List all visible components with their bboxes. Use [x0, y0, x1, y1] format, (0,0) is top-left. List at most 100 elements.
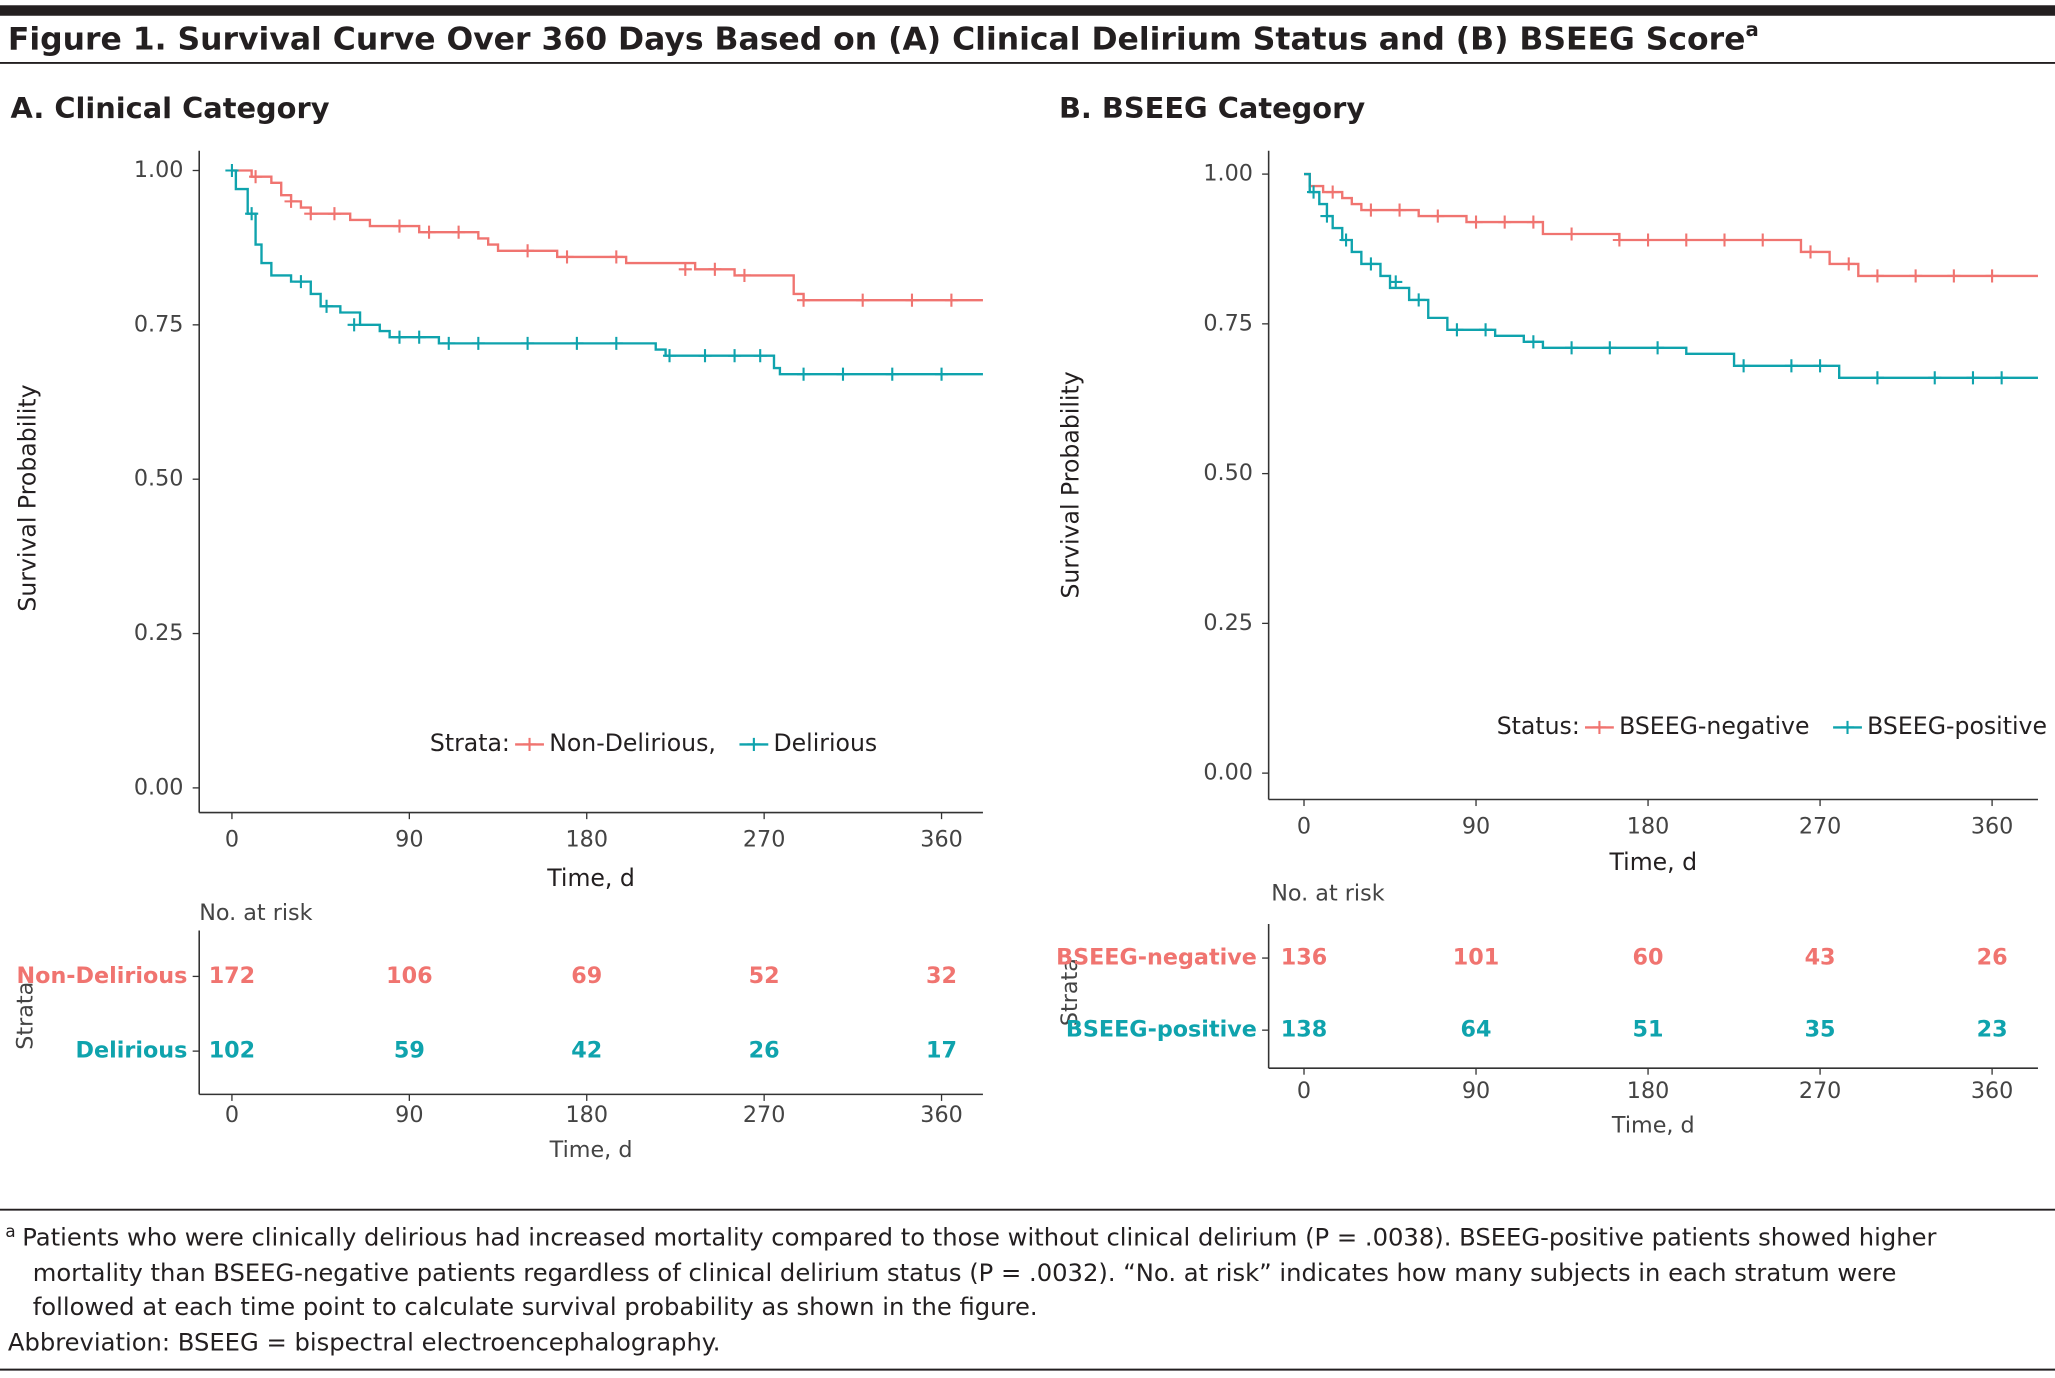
censor-mark — [319, 299, 334, 313]
risk-strata-label: Strata — [1057, 958, 1083, 1026]
risk-row-label: BSEEG-negative — [1056, 945, 1257, 971]
censor-mark — [1320, 209, 1334, 223]
y-tick-label: 0.00 — [1203, 760, 1253, 786]
legend-symbol — [1840, 720, 1855, 734]
censor-mark — [1717, 233, 1732, 247]
censor-mark — [856, 293, 870, 307]
risk-x-tick-label: 0 — [1297, 1078, 1311, 1104]
censor-mark — [1393, 203, 1407, 217]
title-text: Figure 1. Survival Curve Over 360 Days B… — [8, 22, 1746, 58]
top-bar — [0, 5, 2055, 16]
censor-mark — [797, 367, 811, 381]
censor-mark — [698, 349, 712, 363]
censor-mark — [1364, 203, 1378, 217]
legend-symbol — [747, 737, 761, 751]
risk-count: 51 — [1633, 1017, 1664, 1043]
legend-title: Status: — [1497, 712, 1580, 740]
censor-mark — [1326, 185, 1340, 199]
risk-x-axis-label: Time, d — [549, 1137, 633, 1163]
censor-mark — [1813, 359, 1827, 373]
risk-x-tick-label: 360 — [1971, 1078, 2014, 1104]
risk-x-axis-label: Time, d — [1611, 1112, 1695, 1138]
censor-mark — [1364, 257, 1378, 271]
risk-count: 42 — [571, 1038, 602, 1064]
censor-mark — [1307, 185, 1321, 199]
censor-mark — [1756, 233, 1770, 247]
censor-mark — [1909, 269, 1923, 283]
risk-x-tick-label: 270 — [1799, 1078, 1842, 1104]
y-tick-label: 1.00 — [1203, 161, 1253, 187]
censor-mark — [836, 367, 850, 381]
x-tick-label: 0 — [225, 827, 239, 853]
censor-mark — [1842, 257, 1856, 271]
censor-mark — [1565, 341, 1579, 355]
y-tick-label: 0.50 — [134, 466, 184, 492]
risk-row-label: Non-Delirious — [17, 963, 188, 989]
y-tick-label: 0.75 — [1203, 310, 1253, 336]
figure-title: Figure 1. Survival Curve Over 360 Days B… — [8, 18, 1759, 58]
legend-label: Delirious — [774, 729, 878, 757]
risk-count: 60 — [1633, 945, 1664, 971]
censor-mark — [1389, 275, 1403, 289]
censor-mark — [708, 262, 722, 276]
censor-mark — [753, 349, 767, 363]
risk-count: 26 — [1977, 945, 2008, 971]
legend-label: Non-Delirious, — [549, 729, 716, 757]
censor-mark — [678, 262, 692, 276]
censor-mark — [1431, 209, 1445, 223]
risk-count: 26 — [749, 1038, 780, 1064]
censor-mark — [294, 275, 308, 289]
x-tick-label: 360 — [1971, 814, 2014, 840]
x-tick-label: 90 — [395, 827, 423, 853]
y-tick-label: 0.25 — [1203, 610, 1253, 636]
risk-x-tick-label: 360 — [920, 1102, 963, 1128]
censor-mark — [1803, 245, 1818, 259]
risk-row-label: BSEEG-positive — [1066, 1017, 1257, 1043]
censor-mark — [1526, 215, 1540, 229]
y-tick-label: 1.00 — [134, 157, 184, 183]
censor-mark — [304, 207, 318, 221]
censor-mark — [1870, 371, 1884, 385]
legend-label: BSEEG-positive — [1867, 712, 2047, 740]
panel-title: B. BSEEG Category — [1059, 91, 1365, 125]
censor-mark — [1498, 215, 1512, 229]
censor-mark — [422, 225, 436, 239]
x-axis-label: Time, d — [546, 864, 635, 892]
risk-x-tick-label: 90 — [1462, 1078, 1490, 1104]
censor-mark — [327, 207, 341, 221]
x-axis-label: Time, d — [1608, 848, 1697, 876]
censor-mark — [662, 349, 677, 363]
risk-count: 52 — [749, 963, 780, 989]
censor-mark — [737, 268, 751, 283]
risk-count: 138 — [1281, 1017, 1327, 1043]
risk-count: 101 — [1453, 945, 1499, 971]
censor-mark — [471, 336, 485, 350]
x-tick-label: 180 — [565, 827, 608, 853]
y-tick-label: 0.75 — [134, 311, 184, 337]
censor-mark — [1412, 293, 1426, 307]
censor-mark — [521, 336, 535, 350]
censor-mark — [245, 207, 259, 221]
censor-mark — [284, 194, 298, 208]
legend-symbol — [522, 737, 537, 751]
risk-count: 35 — [1805, 1017, 1836, 1043]
censor-mark — [1603, 341, 1617, 355]
risk-strata-label: Strata — [13, 982, 39, 1050]
risk-count: 43 — [1805, 945, 1836, 971]
censor-mark — [1565, 227, 1579, 241]
censor-mark — [934, 367, 949, 381]
footnote-line: followed at each time point to calculate… — [33, 1292, 1038, 1321]
censor-mark — [1928, 371, 1942, 385]
y-tick-label: 0.50 — [1203, 460, 1253, 486]
footnote-marker: a — [5, 1222, 15, 1242]
y-tick-label: 0.00 — [134, 774, 184, 800]
censor-mark — [1339, 233, 1353, 247]
censor-mark — [521, 244, 535, 258]
censor-mark — [1966, 371, 1980, 385]
censor-mark — [797, 293, 811, 307]
footnote-line: Patients who were clinically delirious h… — [22, 1223, 1936, 1252]
censor-mark — [728, 349, 742, 363]
censor-mark — [1469, 215, 1483, 229]
risk-x-tick-label: 90 — [395, 1102, 423, 1128]
